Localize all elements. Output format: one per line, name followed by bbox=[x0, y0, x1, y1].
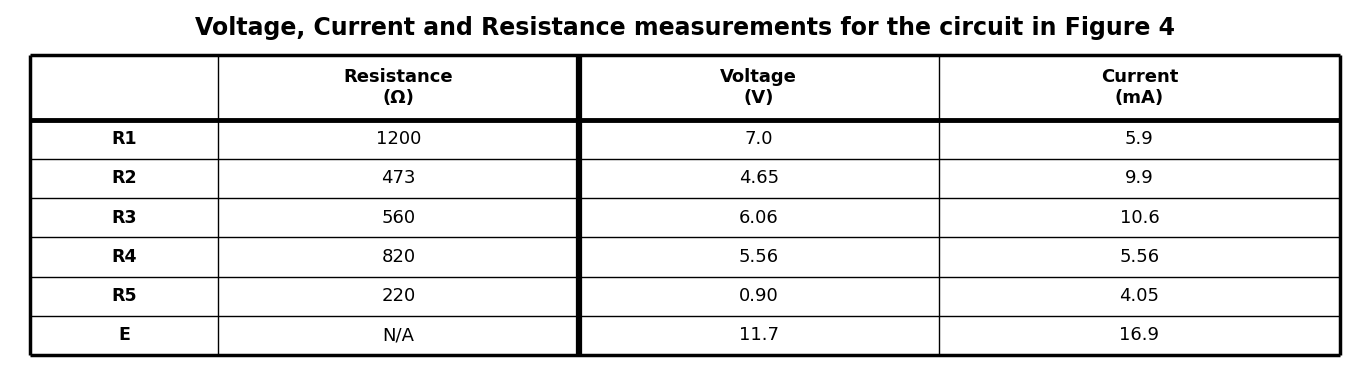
Text: Voltage, Current and Resistance measurements for the circuit in Figure 4: Voltage, Current and Resistance measurem… bbox=[195, 16, 1175, 40]
Text: Voltage
(V): Voltage (V) bbox=[720, 68, 798, 107]
Text: 1200: 1200 bbox=[376, 130, 421, 148]
Text: 4.05: 4.05 bbox=[1119, 287, 1160, 305]
Text: 5.56: 5.56 bbox=[1119, 248, 1160, 266]
Bar bbox=[30, 55, 1340, 355]
Text: E: E bbox=[119, 326, 130, 344]
Text: 10.6: 10.6 bbox=[1120, 209, 1160, 227]
Text: 560: 560 bbox=[381, 209, 415, 227]
Text: R4: R4 bbox=[112, 248, 137, 266]
Text: 16.9: 16.9 bbox=[1119, 326, 1160, 344]
Text: R1: R1 bbox=[112, 130, 137, 148]
Text: 6.06: 6.06 bbox=[739, 209, 779, 227]
Text: 0.90: 0.90 bbox=[739, 287, 779, 305]
Text: Resistance
(Ω): Resistance (Ω) bbox=[344, 68, 454, 107]
Text: R2: R2 bbox=[112, 169, 137, 187]
Text: N/A: N/A bbox=[382, 326, 414, 344]
Text: Current
(mA): Current (mA) bbox=[1101, 68, 1177, 107]
Text: 11.7: 11.7 bbox=[739, 326, 779, 344]
Text: 7.0: 7.0 bbox=[744, 130, 773, 148]
Text: 473: 473 bbox=[381, 169, 415, 187]
Text: 220: 220 bbox=[381, 287, 415, 305]
Text: 5.9: 5.9 bbox=[1126, 130, 1154, 148]
Text: R5: R5 bbox=[112, 287, 137, 305]
Text: 9.9: 9.9 bbox=[1126, 169, 1154, 187]
Text: 4.65: 4.65 bbox=[739, 169, 779, 187]
Text: R3: R3 bbox=[112, 209, 137, 227]
Text: 5.56: 5.56 bbox=[739, 248, 779, 266]
Text: 820: 820 bbox=[381, 248, 415, 266]
